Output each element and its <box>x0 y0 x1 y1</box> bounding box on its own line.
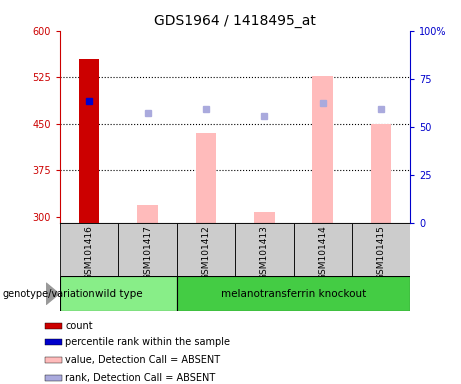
Text: rank, Detection Call = ABSENT: rank, Detection Call = ABSENT <box>65 373 216 383</box>
Bar <box>137 205 158 223</box>
Bar <box>45 357 62 363</box>
Bar <box>118 223 177 276</box>
Polygon shape <box>46 283 59 305</box>
Bar <box>45 339 62 345</box>
Bar <box>177 223 235 276</box>
Bar <box>371 124 391 223</box>
Bar <box>45 323 62 329</box>
Text: GSM101415: GSM101415 <box>377 225 385 280</box>
Bar <box>177 276 410 311</box>
Text: melanotransferrin knockout: melanotransferrin knockout <box>221 289 366 299</box>
Bar <box>60 276 177 311</box>
Text: value, Detection Call = ABSENT: value, Detection Call = ABSENT <box>65 355 220 365</box>
Bar <box>352 223 410 276</box>
Text: GSM101412: GSM101412 <box>201 225 210 280</box>
Bar <box>79 59 100 223</box>
Text: count: count <box>65 321 93 331</box>
Bar <box>60 223 118 276</box>
Bar <box>235 223 294 276</box>
Text: genotype/variation: genotype/variation <box>2 289 95 299</box>
Text: GSM101413: GSM101413 <box>260 225 269 280</box>
Bar <box>195 133 216 223</box>
Bar <box>294 223 352 276</box>
Text: GSM101417: GSM101417 <box>143 225 152 280</box>
Text: GSM101416: GSM101416 <box>85 225 94 280</box>
Title: GDS1964 / 1418495_at: GDS1964 / 1418495_at <box>154 14 316 28</box>
Text: wild type: wild type <box>95 289 142 299</box>
Bar <box>313 76 333 223</box>
Bar <box>45 375 62 381</box>
Text: percentile rank within the sample: percentile rank within the sample <box>65 338 230 348</box>
Text: GSM101414: GSM101414 <box>318 225 327 280</box>
Bar <box>254 212 275 223</box>
